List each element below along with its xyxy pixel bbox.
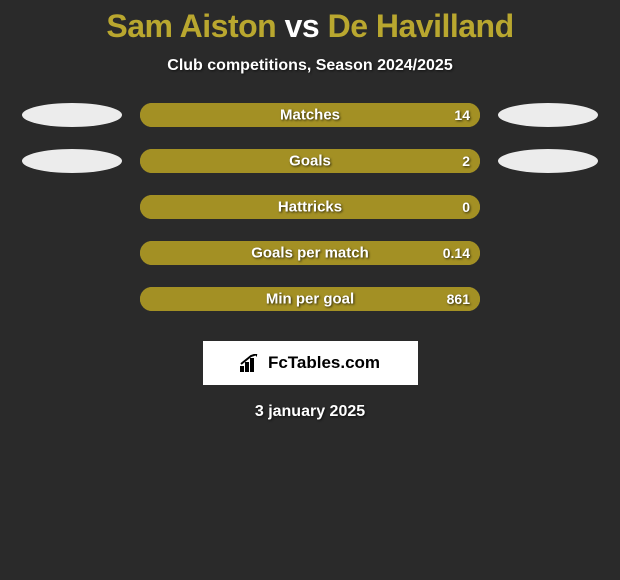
right-ellipse xyxy=(498,103,598,127)
stat-label: Min per goal xyxy=(266,291,354,308)
left-ellipse xyxy=(22,241,122,265)
stat-row: Goals 2 xyxy=(0,149,620,173)
right-ellipse xyxy=(498,149,598,173)
left-ellipse xyxy=(22,287,122,311)
stats-list: Matches 14 Goals 2 Hattricks 0 Goals per match… xyxy=(0,103,620,311)
stat-label: Hattricks xyxy=(278,199,342,216)
stat-row: Hattricks 0 xyxy=(0,195,620,219)
title-player1: Sam Aiston xyxy=(106,8,276,44)
branding-label: FcTables.com xyxy=(268,353,380,373)
stat-row: Goals per match 0.14 xyxy=(0,241,620,265)
branding-box: FcTables.com xyxy=(203,341,418,385)
stat-bar: Min per goal 861 xyxy=(140,287,480,311)
stat-label: Goals per match xyxy=(251,245,369,262)
title-vs: vs xyxy=(285,8,320,44)
page-title: Sam Aiston vs De Havilland xyxy=(0,8,620,45)
chart-icon xyxy=(240,354,262,372)
left-ellipse xyxy=(22,195,122,219)
stat-bar: Goals 2 xyxy=(140,149,480,173)
stat-value: 14 xyxy=(454,107,470,123)
right-ellipse xyxy=(498,287,598,311)
stat-value: 0.14 xyxy=(443,245,470,261)
stat-row: Min per goal 861 xyxy=(0,287,620,311)
stat-label: Matches xyxy=(280,107,340,124)
stat-bar: Goals per match 0.14 xyxy=(140,241,480,265)
stat-value: 2 xyxy=(462,153,470,169)
right-ellipse xyxy=(498,241,598,265)
stat-value: 0 xyxy=(462,199,470,215)
subtitle: Club competitions, Season 2024/2025 xyxy=(0,57,620,75)
date-text: 3 january 2025 xyxy=(0,403,620,421)
stat-label: Goals xyxy=(289,153,331,170)
stat-bar: Hattricks 0 xyxy=(140,195,480,219)
right-ellipse xyxy=(498,195,598,219)
stat-row: Matches 14 xyxy=(0,103,620,127)
left-ellipse xyxy=(22,149,122,173)
left-ellipse xyxy=(22,103,122,127)
stat-bar: Matches 14 xyxy=(140,103,480,127)
stat-value: 861 xyxy=(447,291,470,307)
title-player2: De Havilland xyxy=(328,8,514,44)
comparison-infographic: Sam Aiston vs De Havilland Club competit… xyxy=(0,0,620,421)
